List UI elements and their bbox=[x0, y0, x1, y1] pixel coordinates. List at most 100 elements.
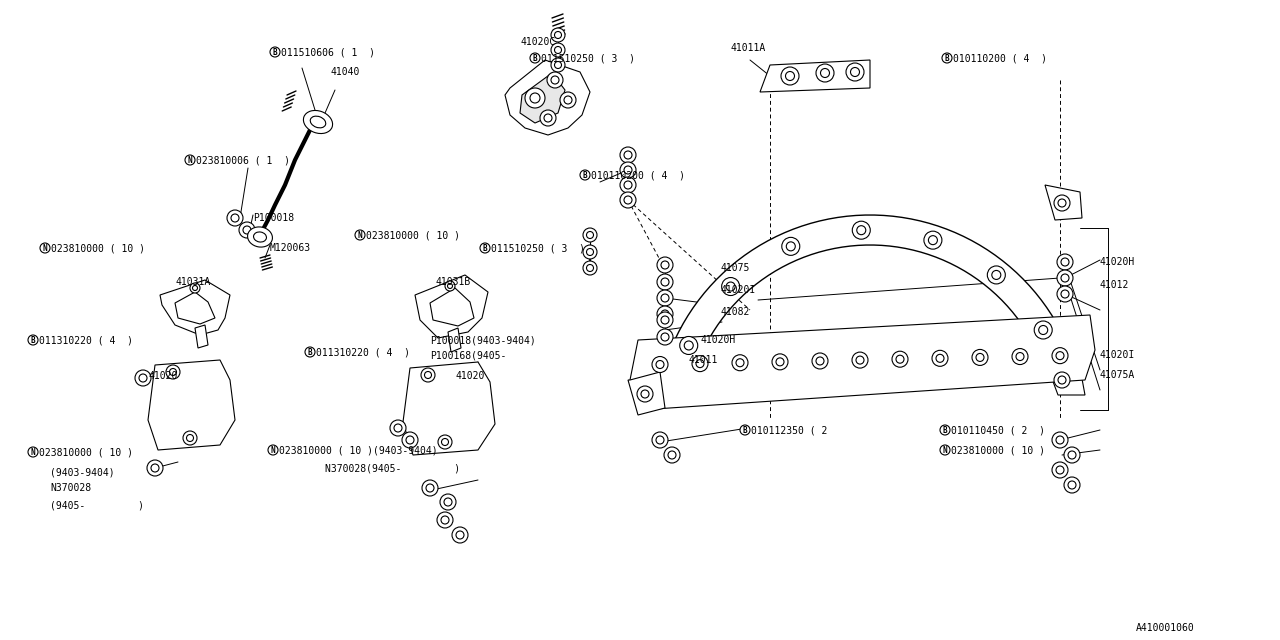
Circle shape bbox=[1064, 477, 1080, 493]
Text: N: N bbox=[188, 156, 192, 164]
Ellipse shape bbox=[247, 227, 273, 247]
Text: 010110200 ( 4  ): 010110200 ( 4 ) bbox=[591, 170, 685, 180]
Circle shape bbox=[28, 335, 38, 345]
Text: 41082: 41082 bbox=[721, 307, 749, 317]
Text: 41075A: 41075A bbox=[1100, 370, 1135, 380]
Circle shape bbox=[736, 359, 744, 367]
Circle shape bbox=[580, 170, 590, 180]
Text: 023810000 ( 10 ): 023810000 ( 10 ) bbox=[51, 243, 145, 253]
Text: 023810000 ( 10 ): 023810000 ( 10 ) bbox=[951, 445, 1044, 455]
Circle shape bbox=[1061, 290, 1069, 298]
Text: 41020I: 41020I bbox=[1100, 350, 1135, 360]
Circle shape bbox=[652, 432, 668, 448]
Circle shape bbox=[812, 353, 828, 369]
Circle shape bbox=[641, 390, 649, 398]
Text: 41040: 41040 bbox=[330, 67, 360, 77]
Circle shape bbox=[1057, 270, 1073, 286]
Text: B: B bbox=[742, 426, 748, 435]
Text: N: N bbox=[270, 445, 275, 454]
Circle shape bbox=[660, 310, 669, 318]
Circle shape bbox=[1061, 258, 1069, 266]
Circle shape bbox=[1053, 372, 1070, 388]
Circle shape bbox=[586, 264, 594, 271]
Circle shape bbox=[189, 283, 200, 293]
Circle shape bbox=[657, 329, 673, 345]
Text: 41011: 41011 bbox=[689, 355, 717, 365]
Circle shape bbox=[582, 261, 596, 275]
Circle shape bbox=[942, 53, 952, 63]
Circle shape bbox=[850, 67, 859, 77]
Circle shape bbox=[1059, 199, 1066, 207]
Circle shape bbox=[452, 527, 468, 543]
Circle shape bbox=[192, 285, 197, 291]
Circle shape bbox=[657, 360, 664, 369]
Circle shape bbox=[936, 355, 945, 362]
Circle shape bbox=[436, 512, 453, 528]
Circle shape bbox=[355, 230, 365, 240]
Text: M120063: M120063 bbox=[270, 243, 311, 253]
Circle shape bbox=[270, 47, 280, 57]
Polygon shape bbox=[1044, 185, 1082, 220]
Text: N370028(9405-         ): N370028(9405- ) bbox=[325, 463, 460, 473]
Text: 011510250 ( 3  ): 011510250 ( 3 ) bbox=[492, 243, 585, 253]
Circle shape bbox=[1012, 349, 1028, 365]
Circle shape bbox=[187, 435, 193, 442]
Circle shape bbox=[722, 278, 740, 296]
Circle shape bbox=[554, 61, 562, 68]
Text: 41011A: 41011A bbox=[730, 43, 765, 53]
Text: A410001060: A410001060 bbox=[1137, 623, 1196, 633]
Circle shape bbox=[554, 47, 562, 54]
Circle shape bbox=[1016, 353, 1024, 360]
Circle shape bbox=[1061, 274, 1069, 282]
Circle shape bbox=[657, 436, 664, 444]
Polygon shape bbox=[415, 275, 488, 338]
Polygon shape bbox=[760, 60, 870, 92]
Circle shape bbox=[892, 351, 908, 367]
Circle shape bbox=[972, 349, 988, 365]
Polygon shape bbox=[662, 215, 1073, 382]
Circle shape bbox=[817, 357, 824, 365]
Text: 023810000 ( 10 ): 023810000 ( 10 ) bbox=[38, 447, 133, 457]
Circle shape bbox=[1056, 351, 1064, 360]
Circle shape bbox=[820, 68, 829, 77]
Circle shape bbox=[1052, 348, 1068, 364]
Circle shape bbox=[134, 370, 151, 386]
Circle shape bbox=[620, 147, 636, 163]
Circle shape bbox=[657, 306, 673, 322]
Circle shape bbox=[1057, 254, 1073, 270]
Text: B: B bbox=[532, 54, 538, 63]
Circle shape bbox=[444, 498, 452, 506]
Circle shape bbox=[550, 28, 564, 42]
Circle shape bbox=[652, 356, 668, 372]
Circle shape bbox=[625, 151, 632, 159]
Circle shape bbox=[561, 92, 576, 108]
Text: (9403-9404): (9403-9404) bbox=[50, 467, 115, 477]
Circle shape bbox=[456, 531, 465, 539]
Circle shape bbox=[425, 371, 431, 378]
Polygon shape bbox=[628, 372, 666, 415]
Circle shape bbox=[442, 516, 449, 524]
Text: 41012: 41012 bbox=[1100, 280, 1129, 290]
Circle shape bbox=[1056, 466, 1064, 474]
Text: B: B bbox=[942, 426, 947, 435]
Circle shape bbox=[448, 284, 453, 289]
Circle shape bbox=[243, 226, 251, 234]
Text: 010112350 ( 2: 010112350 ( 2 bbox=[751, 425, 827, 435]
Circle shape bbox=[1052, 462, 1068, 478]
Polygon shape bbox=[630, 315, 1094, 410]
Circle shape bbox=[932, 350, 948, 366]
Circle shape bbox=[924, 231, 942, 249]
Circle shape bbox=[406, 436, 413, 444]
Circle shape bbox=[426, 484, 434, 492]
Polygon shape bbox=[175, 292, 215, 324]
Circle shape bbox=[40, 243, 50, 253]
Circle shape bbox=[550, 43, 564, 57]
Circle shape bbox=[660, 333, 669, 341]
Polygon shape bbox=[520, 73, 564, 123]
Text: B: B bbox=[582, 170, 588, 179]
Polygon shape bbox=[1044, 360, 1085, 395]
Circle shape bbox=[852, 352, 868, 368]
Circle shape bbox=[625, 196, 632, 204]
Circle shape bbox=[1053, 195, 1070, 211]
Circle shape bbox=[1059, 376, 1066, 384]
